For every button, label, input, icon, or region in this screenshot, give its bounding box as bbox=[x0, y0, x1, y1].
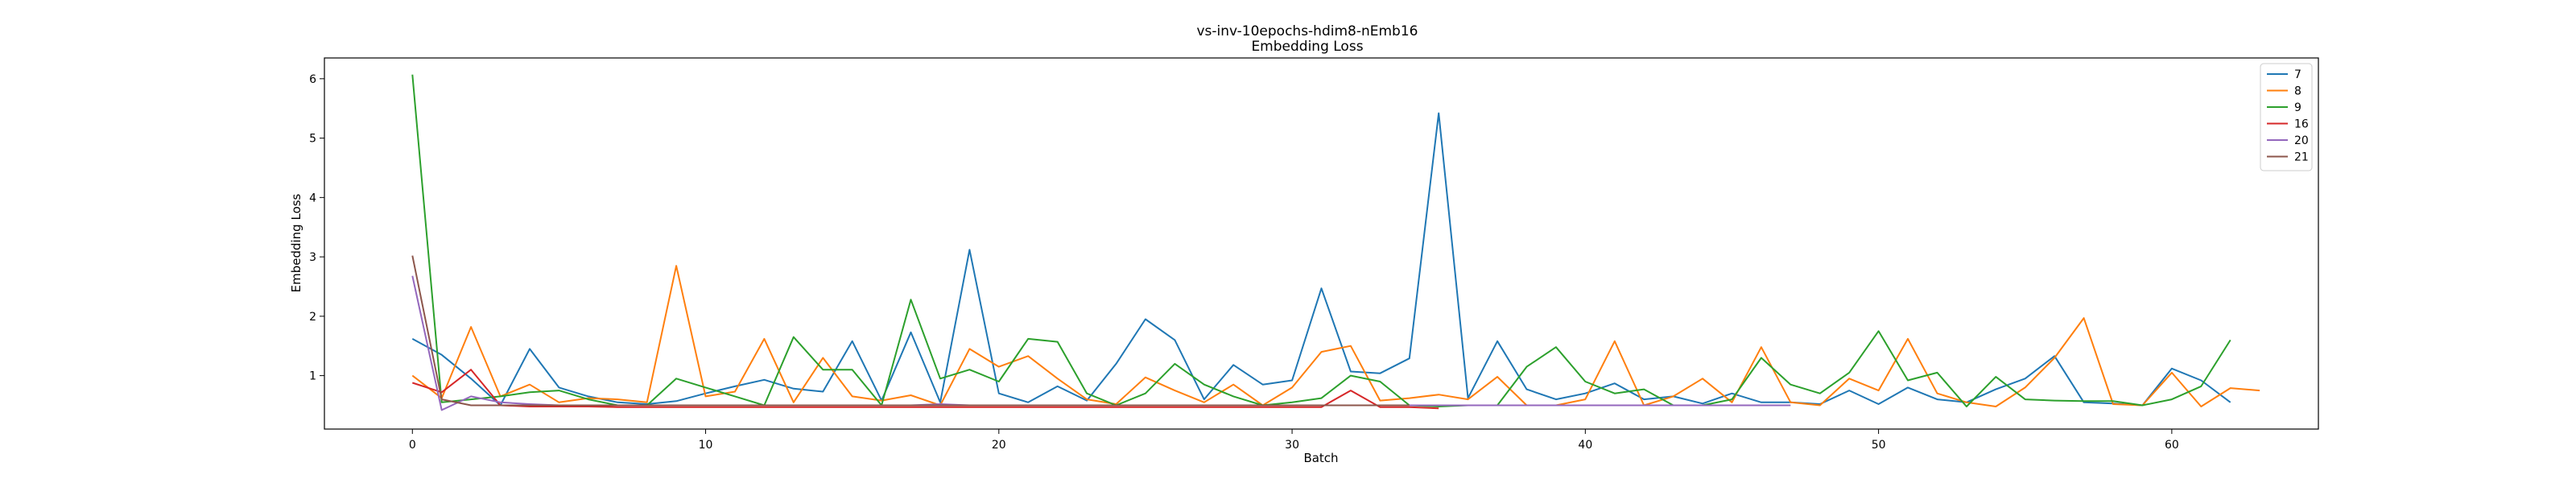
legend-label-21: 21 bbox=[2294, 151, 2309, 164]
y-tick-label: 1 bbox=[309, 370, 316, 383]
x-tick-label: 60 bbox=[2165, 439, 2179, 452]
series-line-20 bbox=[411, 275, 1791, 411]
legend-label-16: 16 bbox=[2294, 118, 2309, 131]
series-line-7 bbox=[411, 112, 2231, 407]
legend-label-9: 9 bbox=[2294, 101, 2301, 114]
chart-title: vs-inv-10epochs-hdim8-nEmb16 bbox=[1197, 23, 1418, 39]
y-tick-label: 3 bbox=[309, 251, 316, 264]
series-line-9 bbox=[411, 74, 2231, 407]
chart-subtitle: Embedding Loss bbox=[1251, 39, 1363, 55]
y-tick-label: 6 bbox=[309, 73, 316, 86]
y-axis-ticks: 1 2 3 4 5 6 bbox=[309, 73, 324, 383]
series-line-21 bbox=[411, 255, 1410, 407]
y-tick-label: 4 bbox=[309, 192, 316, 204]
legend-label-7: 7 bbox=[2294, 68, 2301, 81]
x-axis-label: Batch bbox=[1303, 451, 1338, 465]
legend-label-8: 8 bbox=[2294, 85, 2301, 98]
y-tick-label: 5 bbox=[309, 133, 316, 146]
x-axis-ticks: 0 10 20 30 40 50 60 bbox=[409, 429, 2179, 452]
x-tick-label: 40 bbox=[1578, 439, 1592, 452]
x-tick-label: 0 bbox=[409, 439, 416, 452]
series-line-8 bbox=[411, 265, 2260, 407]
y-tick-label: 2 bbox=[309, 311, 316, 324]
legend: 7 8 9 16 20 21 bbox=[2260, 63, 2313, 171]
x-tick-label: 10 bbox=[699, 439, 713, 452]
x-tick-label: 20 bbox=[992, 439, 1006, 452]
x-tick-label: 30 bbox=[1285, 439, 1299, 452]
legend-label-20: 20 bbox=[2294, 134, 2309, 147]
plot-frame bbox=[324, 57, 2319, 430]
series-line-16 bbox=[411, 369, 1439, 410]
x-tick-label: 50 bbox=[1872, 439, 1886, 452]
y-axis-label: Embedding Loss bbox=[289, 193, 303, 292]
plot-lines bbox=[411, 74, 2260, 411]
